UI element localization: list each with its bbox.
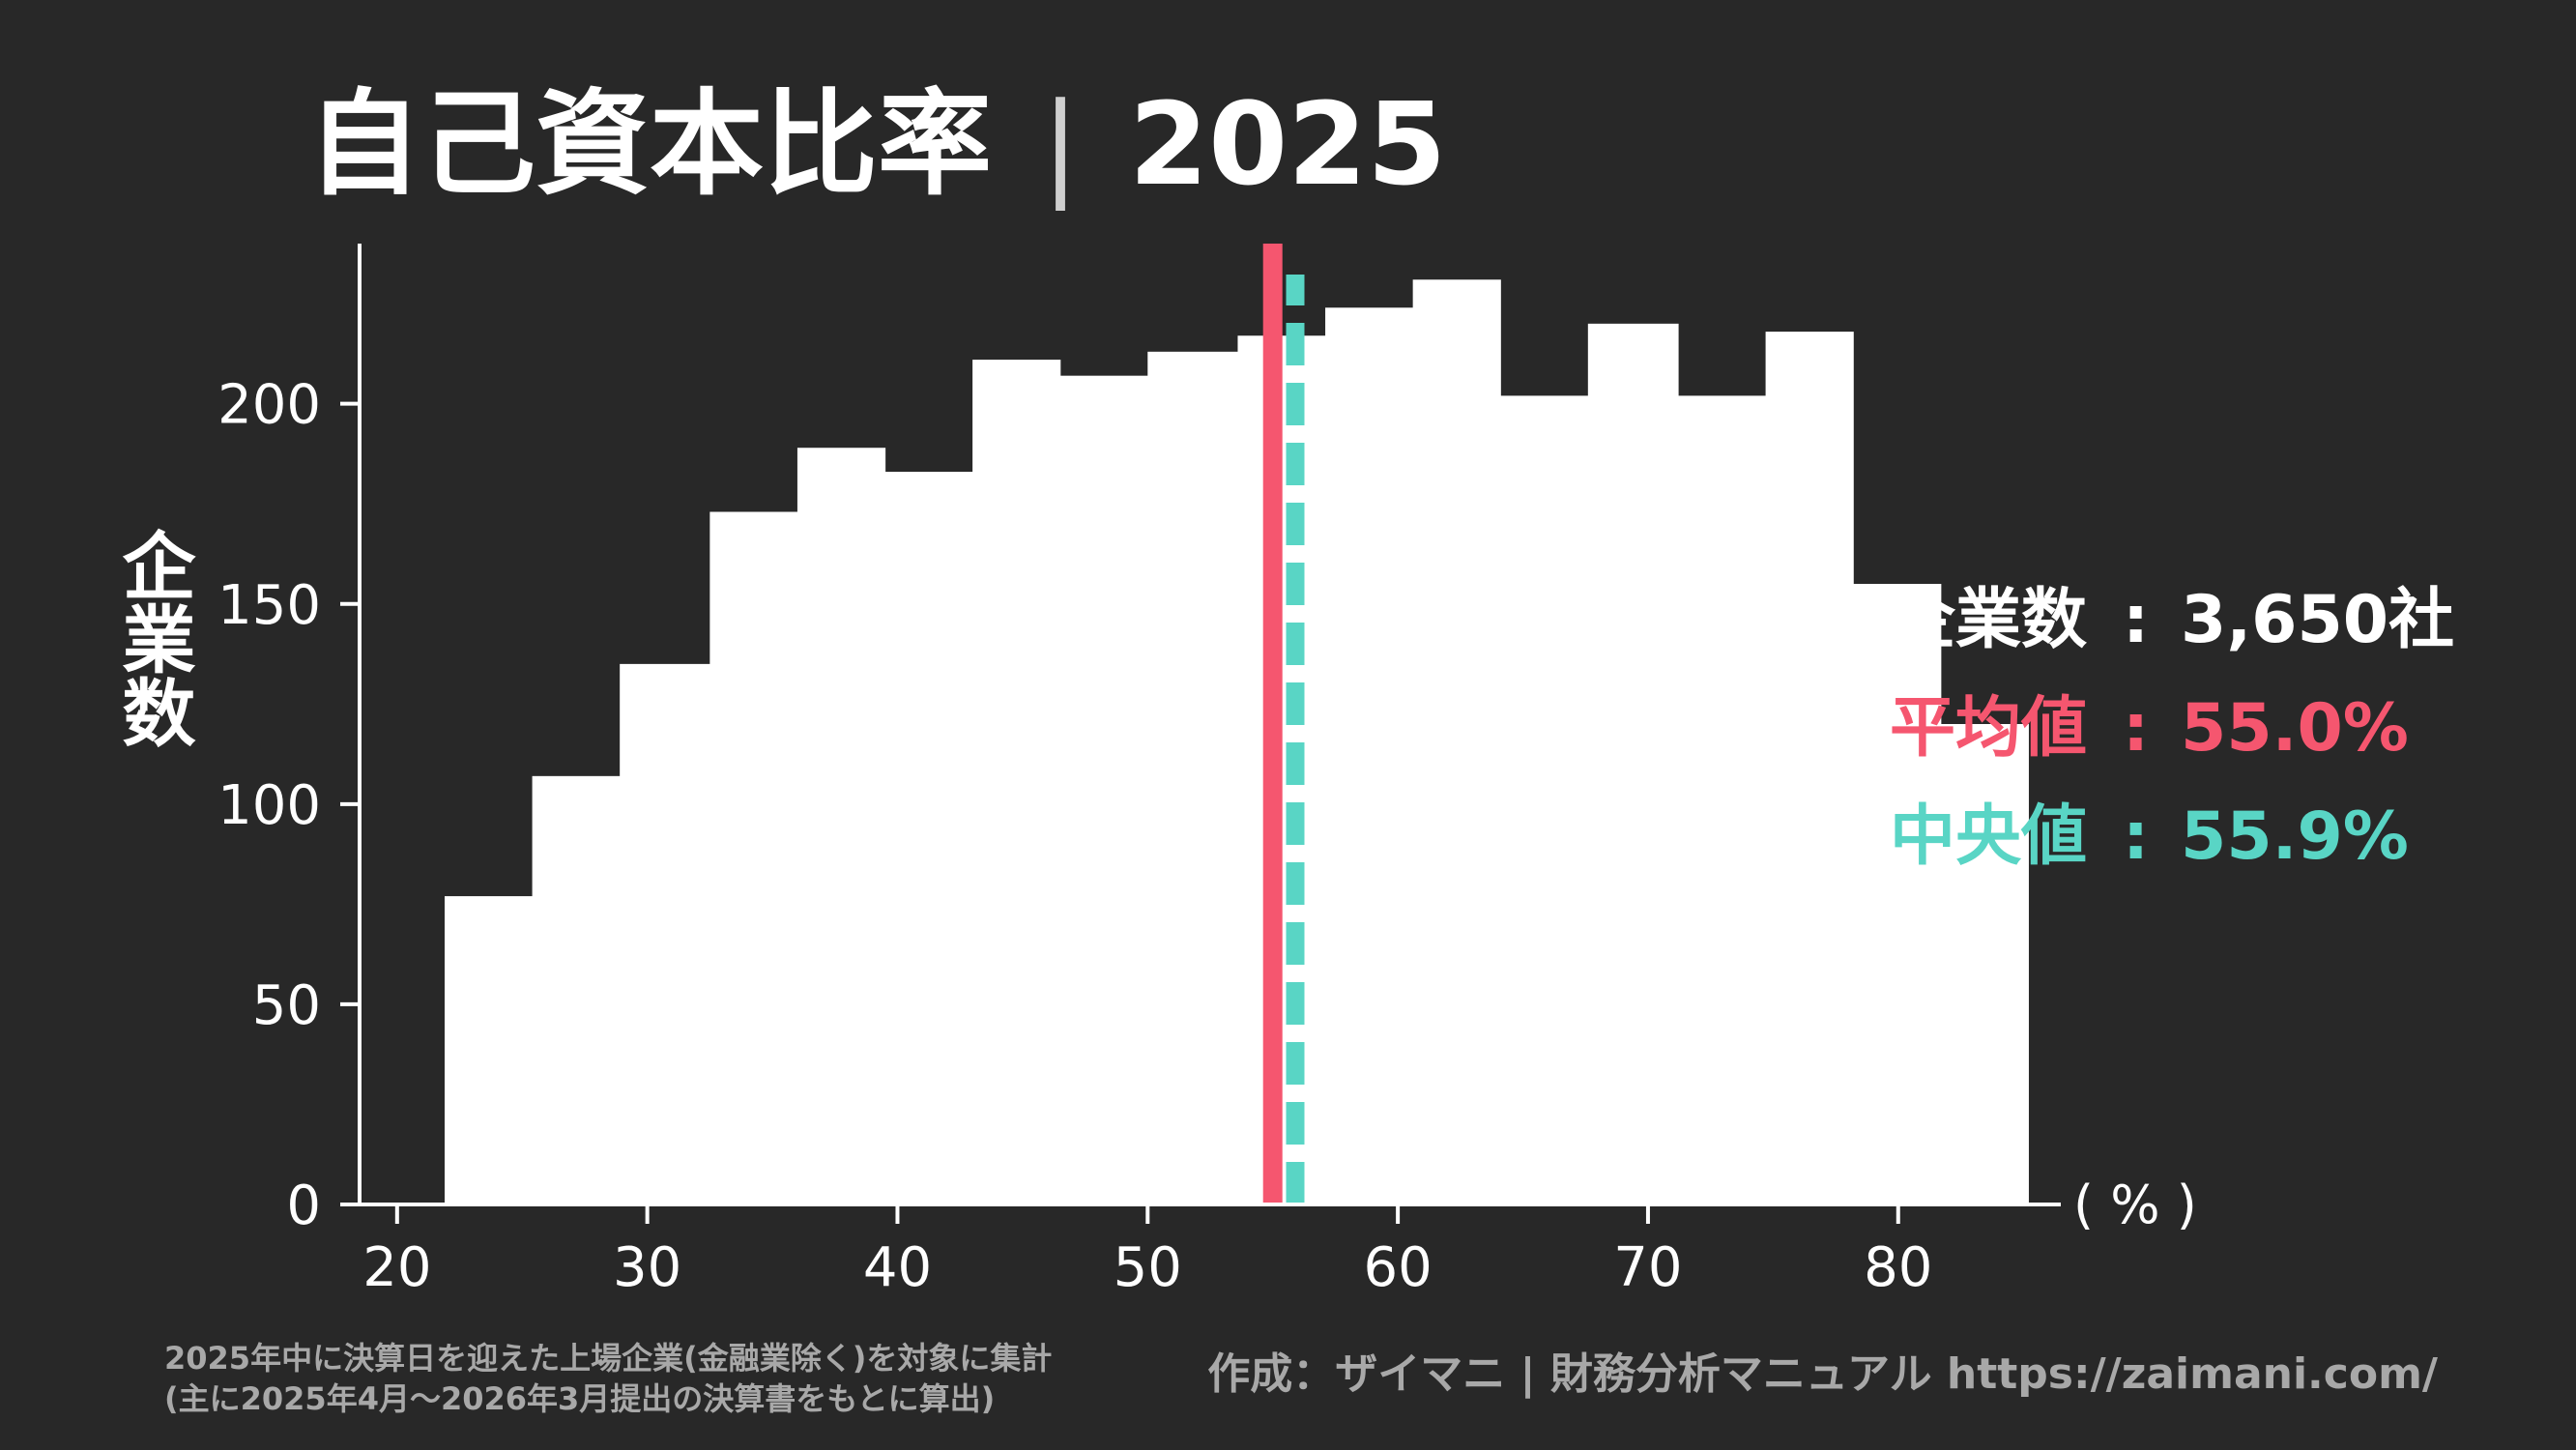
histogram-bar	[1059, 375, 1148, 1205]
histogram-bar	[1940, 724, 2029, 1204]
x-tick-label: 80	[1864, 1236, 1932, 1299]
x-axis-unit: ( % )	[2073, 1174, 2197, 1235]
stat-value: 55.0%	[2181, 690, 2409, 767]
histogram-bar	[1147, 351, 1239, 1204]
reference-lines	[1262, 244, 1305, 1204]
y-tick-label: 0	[286, 1174, 321, 1237]
x-tick-label: 50	[1114, 1236, 1182, 1299]
chart-title-main: 自己資本比率	[307, 77, 992, 211]
chart-title: 自己資本比率 | 2025	[307, 77, 1446, 211]
chart-title-year: 2025	[1129, 77, 1446, 211]
histogram-bar	[1412, 279, 1501, 1205]
stat-label: 平均値	[1890, 690, 2087, 767]
histogram-bar	[1325, 307, 1414, 1204]
x-tick-label: 60	[1363, 1236, 1432, 1299]
stat-separator: :	[2123, 582, 2149, 658]
histogram-bar	[532, 775, 621, 1205]
stat-separator: :	[2123, 690, 2149, 767]
stat-value: 3,650社	[2181, 582, 2454, 658]
stat-label: 企業数	[1890, 582, 2087, 658]
stat-separator: :	[2123, 798, 2149, 875]
footnote-line-2: (主に2025年4月〜2026年3月提出の決算書をもとに算出)	[164, 1380, 995, 1417]
histogram-bar	[445, 896, 534, 1205]
footnote-line-1: 2025年中に決算日を迎えた上場企業(金融業除く)を対象に集計	[164, 1340, 1052, 1377]
histogram-bar	[796, 448, 886, 1204]
histogram-bar	[1765, 332, 1854, 1204]
histogram-bar	[709, 511, 798, 1205]
stat-label: 中央値	[1890, 798, 2087, 875]
y-axis-label: 企業数	[110, 528, 196, 748]
y-tick-label: 150	[217, 574, 321, 637]
x-tick-label: 40	[863, 1236, 932, 1299]
stat-value: 55.9%	[2181, 798, 2409, 875]
histogram-bar	[620, 663, 710, 1205]
x-tick-label: 70	[1613, 1236, 1682, 1299]
histogram-bars	[445, 279, 2029, 1205]
axes: 0 50 100 150 200 20 30 40 50 60 70 80	[217, 244, 2061, 1299]
y-tick-label: 200	[217, 374, 321, 437]
histogram-bar	[1853, 584, 1942, 1205]
y-tick-label: 100	[217, 774, 321, 837]
x-tick-label: 20	[362, 1236, 431, 1299]
x-tick-label: 30	[613, 1236, 681, 1299]
histogram-bar	[1678, 395, 1767, 1205]
histogram-bar	[884, 472, 973, 1204]
histogram-bar	[1500, 395, 1589, 1205]
y-tick-label: 50	[252, 974, 321, 1037]
histogram-bar	[1587, 323, 1679, 1205]
chart-title-separator: |	[1041, 77, 1080, 211]
histogram-bar	[972, 360, 1061, 1204]
credit-text: 作成：ザイマニ | 財務分析マニュアル https://zaimani.com/	[1207, 1349, 2439, 1399]
